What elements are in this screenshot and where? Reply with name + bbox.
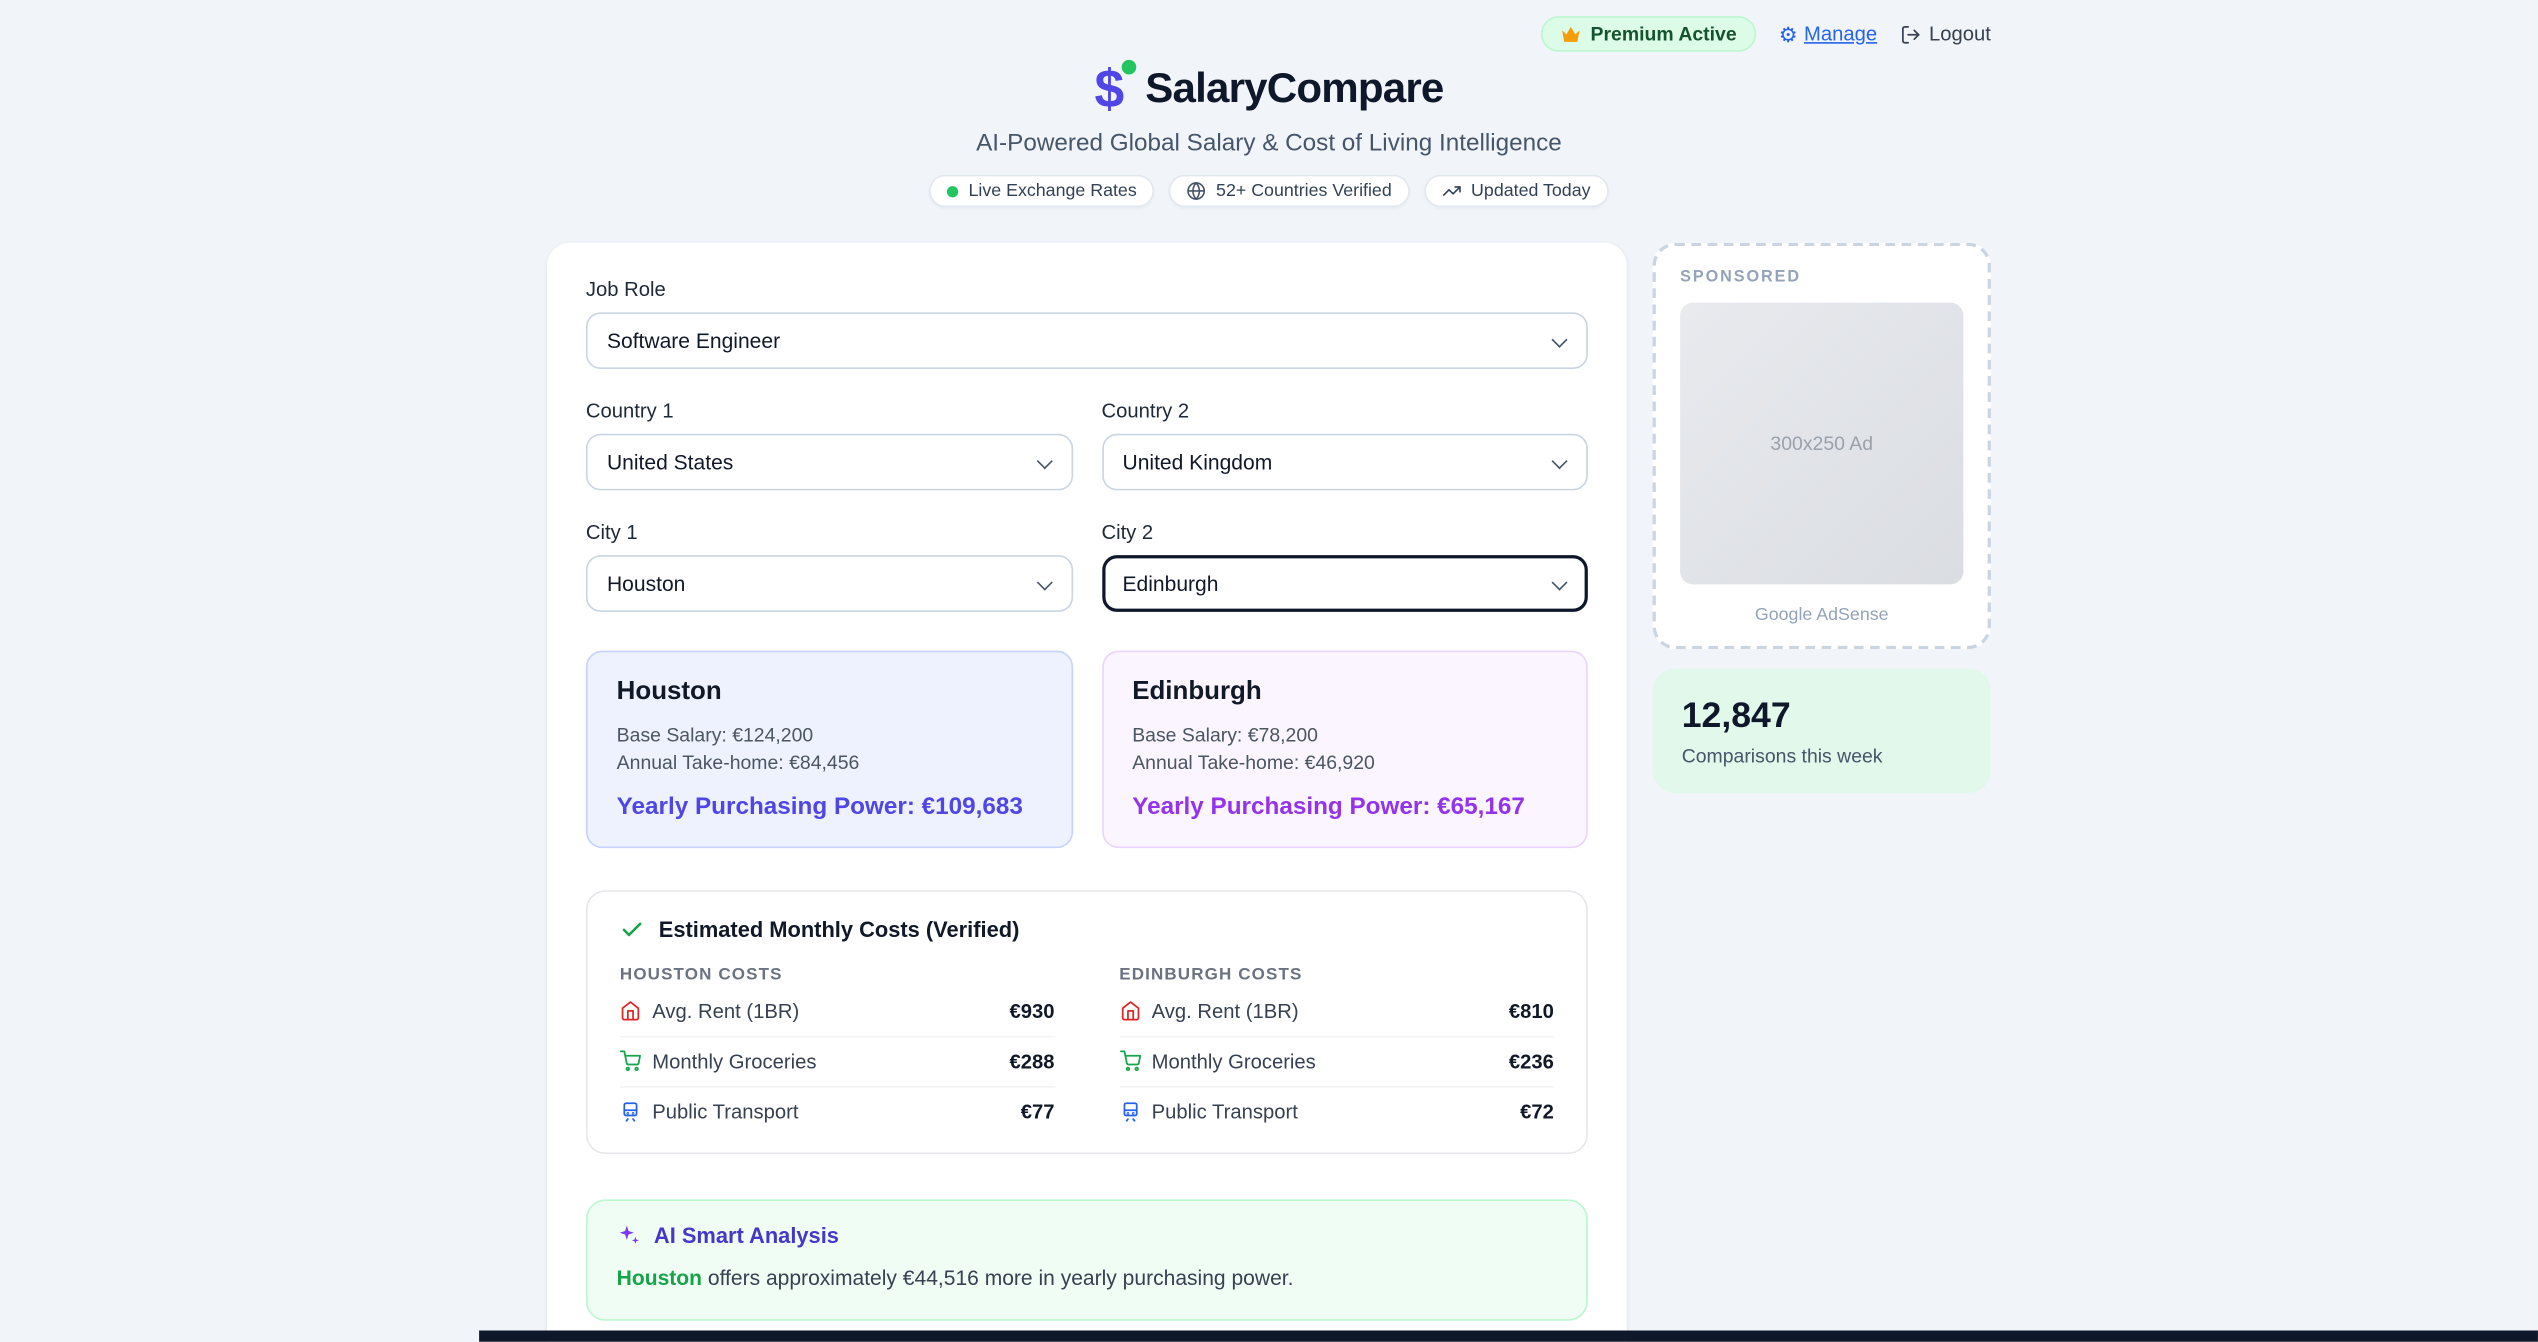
gear-icon: ⚙ [1778, 21, 1798, 47]
purchasing-power: Yearly Purchasing Power: €65,167 [1132, 792, 1525, 821]
transport-icon [1122, 1102, 1137, 1123]
country1-label: Country 1 [585, 399, 674, 423]
result-city-name: Edinburgh [1132, 678, 1262, 706]
costs-column-header: HOUSTON COSTS [619, 964, 783, 984]
sparkles-icon [619, 1225, 639, 1244]
costs-title: Estimated Monthly Costs (Verified) [658, 917, 1020, 942]
app-title: SalaryCompare [1145, 63, 1444, 112]
logout-label: Logout [1928, 22, 1991, 46]
logo-green-dot [1120, 59, 1136, 75]
app-subtitle: AI-Powered Global Salary & Cost of Livin… [976, 129, 1562, 158]
premium-status-badge: Premium Active [1540, 16, 1757, 52]
costs-column-edinburgh: EDINBURGH COSTS Avg. Rent (1BR) €810 [1119, 964, 1554, 1136]
ai-highlight-city: Houston [616, 1265, 703, 1290]
country2-label: Country 2 [1101, 399, 1190, 423]
sponsored-label: SPONSORED [1680, 268, 1802, 287]
ai-analysis-text: Houston offers approximately €44,516 mor… [616, 1265, 1294, 1290]
costs-column-houston: HOUSTON COSTS Avg. Rent (1BR) €930 [619, 964, 1055, 1136]
comparisons-count: 12,847 [1681, 694, 1791, 735]
badge-countries-verified: 52+ Countries Verified [1169, 174, 1410, 208]
cost-row: Monthly Groceries €288 [619, 1037, 1055, 1088]
ad-provider-label: Google AdSense [1754, 605, 1889, 625]
house-icon [1121, 1001, 1139, 1021]
base-salary: Base Salary: €78,200 [1132, 723, 1318, 747]
ai-analysis-section: AI Smart Analysis Houston offers approxi… [585, 1199, 1588, 1322]
take-home: Annual Take-home: €46,920 [1132, 751, 1375, 775]
cost-row: Avg. Rent (1BR) €810 [1119, 987, 1554, 1038]
house-icon [621, 1001, 640, 1021]
comparisons-caption: Comparisons this week [1681, 744, 1883, 768]
base-salary: Base Salary: €124,200 [616, 723, 814, 747]
take-home: Annual Take-home: €84,456 [616, 751, 860, 775]
result-city-name: Houston [616, 678, 722, 706]
badge-live-exchange-rates: Live Exchange Rates [929, 174, 1155, 208]
groceries-icon [1119, 1050, 1141, 1072]
ad-placeholder[interactable]: 300x250 Ad [1680, 302, 1964, 585]
country2-select[interactable]: United Kingdom [1101, 433, 1588, 491]
trend-icon [1442, 186, 1461, 196]
purchasing-power: Yearly Purchasing Power: €109,683 [616, 792, 1023, 821]
sidebar: SPONSORED 300x250 Ad Google AdSense 12,8… [1652, 242, 1991, 794]
groceries-icon [619, 1050, 641, 1072]
cost-row: Public Transport €72 [1119, 1087, 1554, 1136]
transport-icon [623, 1102, 638, 1123]
city1-label: City 1 [585, 521, 638, 544]
cost-row: Public Transport €77 [620, 1087, 1055, 1136]
live-dot-icon [947, 185, 959, 197]
header: $ SalaryCompare AI-Powered Global Salary… [547, 59, 1991, 208]
costs-column-header: EDINBURGH COSTS [1119, 964, 1303, 984]
ai-analysis-title: AI Smart Analysis [653, 1223, 839, 1248]
weekly-stats-card: 12,847 Comparisons this week [1652, 668, 1991, 794]
comparison-panel: Job Role Software Engineer Country 1 Uni… [547, 242, 1627, 1342]
city2-select[interactable]: Edinburgh [1101, 555, 1588, 612]
monthly-costs-section: Estimated Monthly Costs (Verified) HOUST… [585, 889, 1588, 1154]
footer-bar [479, 1330, 2538, 1342]
job-role-select[interactable]: Software Engineer [585, 312, 1588, 370]
globe-icon [1187, 181, 1206, 201]
cost-row: Avg. Rent (1BR) €930 [619, 987, 1055, 1038]
logout-icon [1901, 25, 1920, 43]
topbar: Premium Active ⚙ Manage Logout [547, 0, 1991, 52]
result-card-edinburgh: Edinburgh Base Salary: €78,200 Annual Ta… [1101, 650, 1588, 848]
job-role-select-wrap: Software Engineer [585, 312, 1588, 370]
crown-icon [1561, 26, 1580, 42]
logout-button[interactable]: Logout [1900, 22, 1991, 46]
premium-badge-label: Premium Active [1590, 22, 1737, 46]
job-role-label: Job Role [585, 278, 666, 302]
badge-row: Live Exchange Rates 52+ Countries Verifi… [547, 174, 1991, 208]
city2-label: City 2 [1101, 521, 1154, 544]
cost-row: Monthly Groceries €236 [1119, 1037, 1554, 1088]
check-icon [622, 922, 642, 936]
manage-link[interactable]: ⚙ Manage [1779, 23, 1877, 46]
badge-updated-today: Updated Today [1424, 174, 1609, 208]
logo: $ SalaryCompare [547, 59, 1991, 115]
sponsored-ad-card: SPONSORED 300x250 Ad Google AdSense [1652, 242, 1991, 650]
result-card-houston: Houston Base Salary: €124,200 Annual Tak… [585, 650, 1073, 848]
dollar-logo-icon: $ [1094, 59, 1136, 115]
city1-select[interactable]: Houston [585, 555, 1073, 612]
country1-select[interactable]: United States [585, 433, 1073, 491]
manage-link-label: Manage [1804, 22, 1878, 46]
